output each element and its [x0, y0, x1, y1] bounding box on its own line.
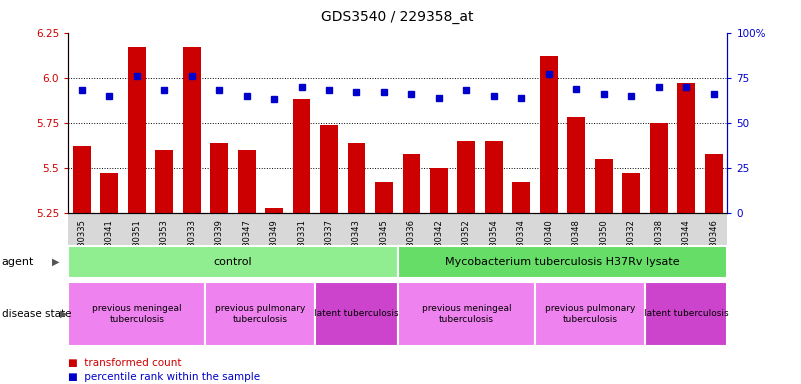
Text: previous pulmonary
tuberculosis: previous pulmonary tuberculosis [545, 304, 635, 324]
Text: agent: agent [2, 257, 34, 267]
Text: disease state: disease state [2, 309, 71, 319]
Bar [403, 154, 421, 384]
Bar [73, 146, 91, 384]
Text: previous meningeal
tuberculosis: previous meningeal tuberculosis [421, 304, 511, 324]
Bar [485, 141, 503, 384]
Text: ■  percentile rank within the sample: ■ percentile rank within the sample [68, 372, 260, 382]
Bar [622, 174, 640, 384]
Text: latent tuberculosis: latent tuberculosis [644, 310, 728, 318]
Bar [265, 208, 283, 384]
Text: ■  transformed count: ■ transformed count [68, 358, 182, 368]
Bar [348, 143, 365, 384]
Bar [595, 159, 613, 384]
Bar [567, 118, 586, 384]
Bar [155, 150, 173, 384]
Bar [513, 182, 530, 384]
Bar [210, 143, 228, 384]
Bar [540, 56, 557, 384]
Text: previous pulmonary
tuberculosis: previous pulmonary tuberculosis [215, 304, 305, 324]
Text: Mycobacterium tuberculosis H37Rv lysate: Mycobacterium tuberculosis H37Rv lysate [445, 257, 680, 267]
Bar [705, 154, 723, 384]
Text: control: control [214, 257, 252, 267]
Bar [430, 168, 448, 384]
Bar [457, 141, 475, 384]
Bar [375, 182, 392, 384]
Bar [320, 125, 338, 384]
Bar [100, 174, 119, 384]
Text: GDS3540 / 229358_at: GDS3540 / 229358_at [321, 10, 474, 23]
Bar [128, 47, 146, 384]
Bar [238, 150, 256, 384]
Bar [677, 83, 695, 384]
Text: ▶: ▶ [60, 309, 67, 319]
Text: latent tuberculosis: latent tuberculosis [314, 310, 399, 318]
Bar [650, 123, 667, 384]
Text: previous meningeal
tuberculosis: previous meningeal tuberculosis [92, 304, 182, 324]
Bar [183, 47, 200, 384]
Text: ▶: ▶ [52, 257, 59, 267]
Bar [292, 99, 311, 384]
